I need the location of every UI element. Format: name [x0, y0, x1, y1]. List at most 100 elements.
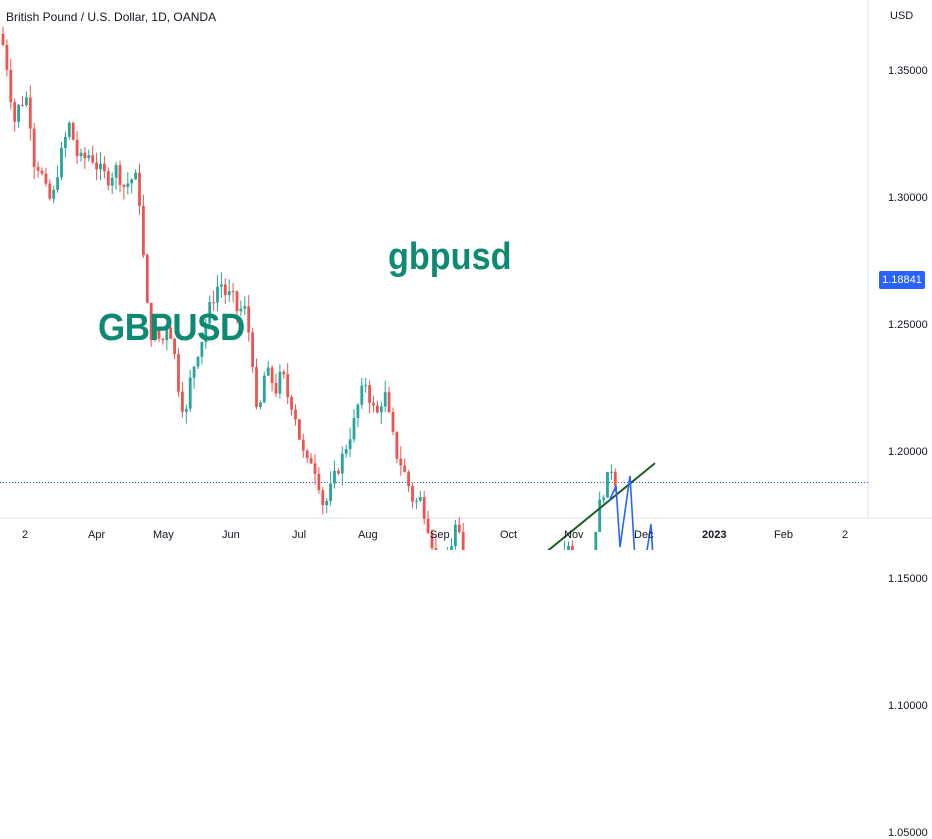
candle-body: [352, 418, 356, 440]
candle-body: [36, 166, 40, 171]
candle-body: [270, 367, 274, 383]
candle-body: [567, 545, 570, 550]
candle-body: [83, 152, 87, 159]
price-chart[interactable]: [0, 0, 932, 550]
candle-body: [325, 500, 329, 506]
candle-body: [255, 366, 258, 408]
x-tick-label: Jun: [222, 529, 240, 541]
candle-body: [278, 371, 282, 394]
candle-body: [282, 371, 286, 375]
candle-body: [610, 471, 613, 473]
candle-body: [372, 402, 375, 406]
x-tick-label: Aug: [358, 529, 378, 541]
x-tick-label: Feb: [774, 529, 793, 541]
candle-body: [340, 453, 344, 474]
candle-body: [348, 439, 352, 450]
y-tick-label: 1.20000: [888, 446, 928, 458]
candle-body: [259, 402, 262, 408]
x-tick-label: Jul: [292, 529, 307, 541]
candle-body: [5, 44, 9, 70]
candle-body: [594, 531, 598, 550]
y-tick-label: 1.30000: [888, 192, 928, 204]
candle-body: [177, 354, 180, 392]
candle-body: [173, 338, 176, 355]
x-tick-label: Sep: [430, 529, 450, 541]
candle-body: [290, 397, 293, 410]
candle-body: [606, 472, 609, 498]
candle-body: [9, 69, 13, 103]
candle-body: [17, 104, 20, 122]
x-tick-label: 2023: [702, 529, 727, 541]
candle-body: [379, 406, 383, 413]
candle-body: [161, 338, 165, 341]
candle-body: [344, 449, 348, 454]
candle-body: [274, 382, 278, 394]
projection-path: [608, 475, 654, 550]
candle-body: [216, 286, 219, 303]
candle-body: [165, 327, 169, 341]
candle-body: [391, 412, 395, 432]
candle-body: [153, 328, 157, 340]
candle-body: [145, 255, 149, 303]
candle-body: [337, 470, 340, 474]
candle-body: [286, 374, 290, 398]
candle-body: [28, 97, 32, 129]
candle-body: [430, 532, 434, 549]
x-tick-label: Oct: [500, 529, 518, 541]
x-tick-label: Apr: [88, 529, 106, 541]
candle-body: [461, 531, 465, 550]
candle-body: [134, 172, 137, 180]
candle-body: [364, 385, 368, 387]
y-tick-label: 1.25000: [888, 319, 928, 331]
candle-body: [418, 497, 422, 501]
candle-body: [149, 302, 153, 340]
x-tick-label: Nov: [564, 529, 584, 541]
candle-body: [399, 458, 403, 466]
candle-body: [126, 183, 130, 187]
candle-body: [204, 323, 208, 342]
candle-body: [457, 524, 461, 532]
candle-body: [395, 431, 399, 459]
candle-body: [142, 205, 145, 256]
candle-body: [415, 500, 418, 502]
candle-body: [376, 405, 379, 413]
last-price-badge: 1.18841: [879, 271, 925, 289]
candle-body: [360, 385, 364, 405]
candle-body: [434, 548, 438, 550]
candle-body: [212, 302, 215, 304]
candle-body: [196, 356, 200, 367]
candle-body: [422, 497, 426, 519]
candle-body: [450, 546, 453, 550]
candle-body: [60, 147, 63, 178]
candle-body: [122, 184, 126, 187]
candle-body: [188, 377, 192, 409]
candle-body: [75, 139, 79, 157]
candle-body: [356, 404, 360, 419]
candle-body: [95, 162, 98, 170]
y-tick-label: 1.35000: [888, 65, 928, 77]
candle-body: [64, 136, 67, 148]
candle-body: [157, 328, 161, 339]
candle-body: [298, 419, 301, 440]
overlay-label-gbpusd-lower: gbpusd: [388, 236, 512, 278]
candle-body: [52, 189, 56, 199]
candle-body: [200, 341, 204, 357]
candle-body: [138, 172, 141, 206]
x-tick-label: May: [153, 529, 174, 541]
candle-body: [305, 450, 309, 459]
candle-body: [21, 104, 24, 106]
x-tick-label: 2: [22, 529, 29, 541]
candle-body: [40, 170, 44, 174]
candle-body: [48, 183, 52, 199]
candle-body: [383, 392, 387, 407]
candle-body: [598, 499, 602, 532]
candle-body: [403, 465, 407, 472]
candle-body: [67, 122, 71, 137]
y-tick-label: 1.05000: [888, 827, 928, 839]
candle-body: [220, 284, 223, 287]
candle-body: [110, 177, 114, 186]
candle-body: [613, 471, 617, 487]
candle-body: [114, 165, 118, 178]
candle-body: [235, 291, 239, 312]
candle-body: [79, 152, 83, 157]
